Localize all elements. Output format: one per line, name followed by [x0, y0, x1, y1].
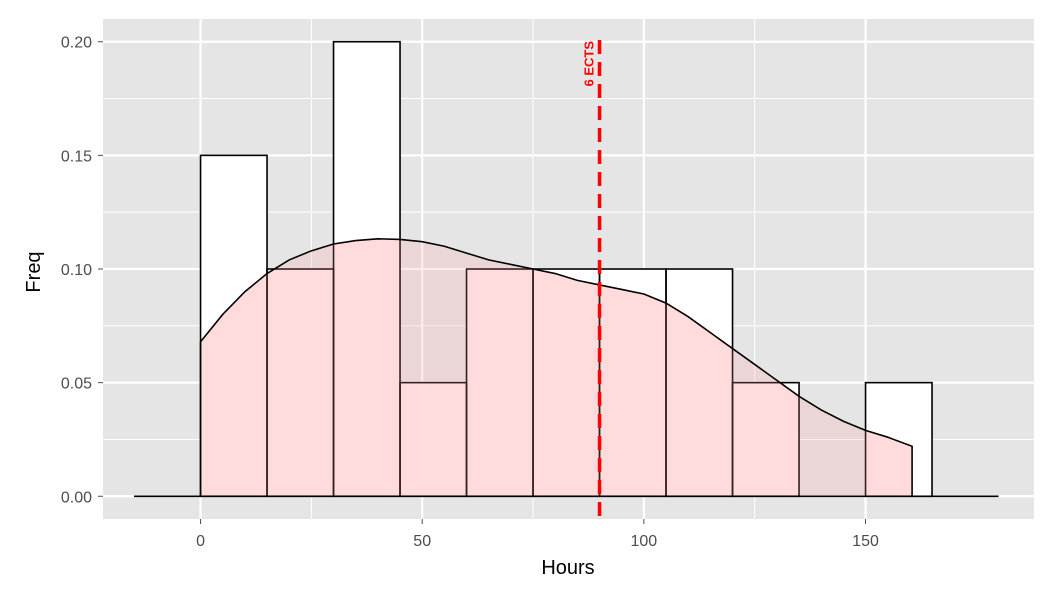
histogram-bar-density-overlap: [333, 238, 401, 497]
histogram-bar: [732, 382, 800, 497]
histogram-bar-density-overlap: [466, 269, 534, 497]
reference-line-label: 6 ECTS: [582, 41, 597, 87]
density-curve: [199, 237, 913, 497]
histogram-bar: [666, 269, 733, 497]
histogram-bar: [267, 269, 334, 497]
x-tick-label: 100: [631, 533, 658, 550]
histogram-bar: [400, 382, 467, 497]
axes-layer: 0 50 100 150 0.00 0.05 0.10 0.15 0.20: [61, 35, 879, 550]
y-tick-label: 0.05: [61, 376, 92, 393]
histogram-bar: [865, 382, 933, 497]
histogram-bar-density-overlap: [732, 382, 800, 497]
x-axis-title: Hours: [541, 557, 594, 579]
histogram-bar-density-overlap: [267, 269, 334, 497]
x-tick-label: 150: [852, 533, 879, 550]
histogram-bar-density-overlap: [599, 269, 667, 497]
reference-line-layer: 6 ECTS: [582, 40, 602, 519]
y-axis-title: Freq: [23, 251, 45, 292]
histogram-bar: [200, 155, 268, 497]
y-tick-label: 0.15: [61, 148, 92, 165]
bars-white-layer: [200, 41, 933, 497]
y-tick-label: 0.20: [61, 35, 92, 52]
histogram-bar: [599, 269, 667, 497]
density-layer: [134, 237, 999, 498]
density-area: [200, 238, 913, 497]
y-tick-label: 0.10: [61, 262, 92, 279]
histogram-bar: [333, 41, 401, 497]
y-tick-label: 0.00: [61, 489, 92, 506]
histogram-bar: [466, 269, 534, 497]
x-tick-label: 0: [196, 533, 205, 550]
histogram-bar-density-overlap: [400, 382, 467, 497]
histogram-bar: [533, 269, 600, 497]
histogram-bar-density-overlap: [533, 269, 600, 497]
x-tick-label: 50: [413, 533, 431, 550]
